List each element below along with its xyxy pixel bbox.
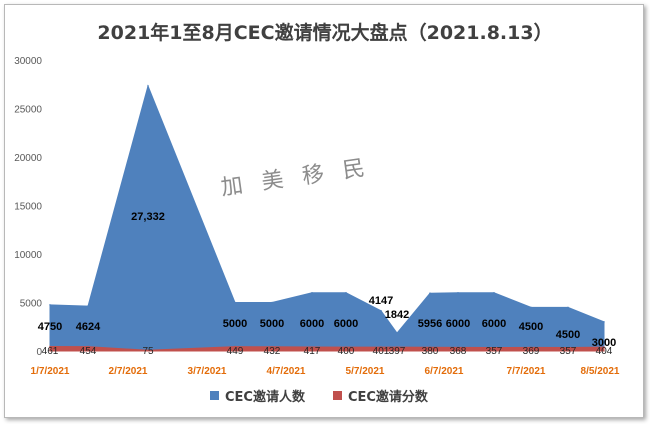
score-point	[396, 346, 398, 348]
invites-point	[345, 292, 347, 294]
invites-point	[530, 306, 532, 309]
invites-point	[396, 332, 398, 334]
invites-point	[147, 85, 149, 87]
score-data-label: 417	[304, 346, 321, 357]
score-point	[49, 345, 51, 348]
legend-label-score: CEC邀请分数	[347, 390, 428, 405]
y-tick-label: 10000	[14, 250, 42, 261]
x-tick-label: 8/5/2021	[581, 366, 620, 377]
invites-point	[49, 304, 51, 306]
invites-data-label: 27,332	[131, 211, 165, 223]
score-point	[530, 346, 532, 349]
score-point	[234, 345, 236, 348]
score-data-label: 454	[80, 346, 97, 357]
y-tick-label: 25000	[14, 105, 42, 116]
score-data-label: 401	[373, 346, 390, 357]
x-tick-label: 3/7/2021	[188, 366, 227, 377]
chart-title: 2021年1至8月CEC邀请情况大盘点（2021.8.13）	[97, 22, 553, 44]
legend-swatch-score	[332, 391, 342, 400]
invites-point	[567, 306, 569, 309]
score-point	[567, 346, 569, 349]
invites-data-label: 6000	[482, 318, 506, 330]
legend-swatch-invites	[210, 391, 219, 400]
score-data-label: 397	[389, 346, 406, 357]
x-tick-label: 6/7/2021	[425, 366, 464, 377]
invites-data-label: 1842	[385, 309, 409, 321]
invites-area	[49, 84, 605, 352]
legend-item-invites: CEC邀请人数	[210, 386, 305, 405]
invites-data-label: 4500	[519, 321, 543, 333]
score-point	[380, 346, 382, 348]
score-point	[493, 346, 495, 349]
y-tick-label: 30000	[14, 56, 42, 67]
x-tick-label: 2/7/2021	[109, 366, 148, 377]
score-point	[429, 346, 431, 349]
y-tick-label: 20000	[14, 153, 42, 164]
score-point	[345, 346, 347, 348]
invites-data-label: 6000	[446, 318, 470, 330]
invites-point	[380, 310, 382, 312]
invites-point	[457, 292, 459, 294]
invites-data-label: 4500	[556, 329, 580, 341]
legend: CEC邀请人数 CEC邀请分数	[210, 386, 428, 405]
score-data-label: 369	[523, 346, 540, 357]
score-area	[49, 345, 605, 352]
y-tick-label: 5000	[20, 299, 43, 310]
invites-point	[271, 301, 273, 304]
x-tick-label: 7/7/2021	[507, 366, 546, 377]
score-data-label: 400	[338, 346, 355, 357]
score-point	[271, 346, 273, 348]
x-tick-label: 1/7/2021	[31, 366, 70, 377]
score-point	[147, 349, 149, 352]
score-data-label: 368	[450, 346, 467, 357]
invites-data-label: 3000	[592, 337, 616, 349]
score-point	[603, 346, 605, 348]
invites-data-label: 4624	[76, 321, 101, 333]
score-data-label: 404	[596, 346, 613, 357]
invites-point	[429, 292, 431, 295]
invites-point	[311, 292, 313, 294]
score-data-label: 357	[560, 346, 577, 357]
invites-point	[234, 301, 236, 304]
score-data-label: 461	[42, 346, 59, 357]
watermark-text: 加 美 移 民	[219, 155, 372, 201]
x-tick-label: 4/7/2021	[267, 366, 306, 377]
invites-data-label: 5956	[418, 318, 442, 330]
score-data-label: 380	[422, 346, 439, 357]
score-data-label: 75	[142, 346, 154, 357]
invites-data-label: 4147	[369, 295, 393, 307]
score-point	[87, 345, 89, 348]
legend-label-invites: CEC邀请人数	[225, 390, 305, 405]
invites-point	[603, 321, 605, 323]
x-tick-label: 5/7/2021	[346, 366, 385, 377]
score-point	[311, 346, 313, 348]
score-point	[457, 346, 459, 349]
invites-data-label: 6000	[334, 318, 358, 330]
score-data-label: 449	[227, 346, 244, 357]
y-tick-label: 0	[36, 347, 42, 358]
invites-data-label: 6000	[300, 318, 324, 330]
score-data-label: 357	[486, 346, 503, 357]
invites-data-label: 4750	[38, 321, 62, 333]
invites-data-label: 5000	[223, 318, 247, 330]
invites-point	[493, 292, 495, 294]
legend-item-score: CEC邀请分数	[332, 386, 428, 405]
y-tick-label: 15000	[14, 202, 42, 213]
invites-point	[87, 305, 89, 307]
score-data-label: 432	[264, 346, 281, 357]
invites-data-label: 5000	[260, 318, 284, 330]
